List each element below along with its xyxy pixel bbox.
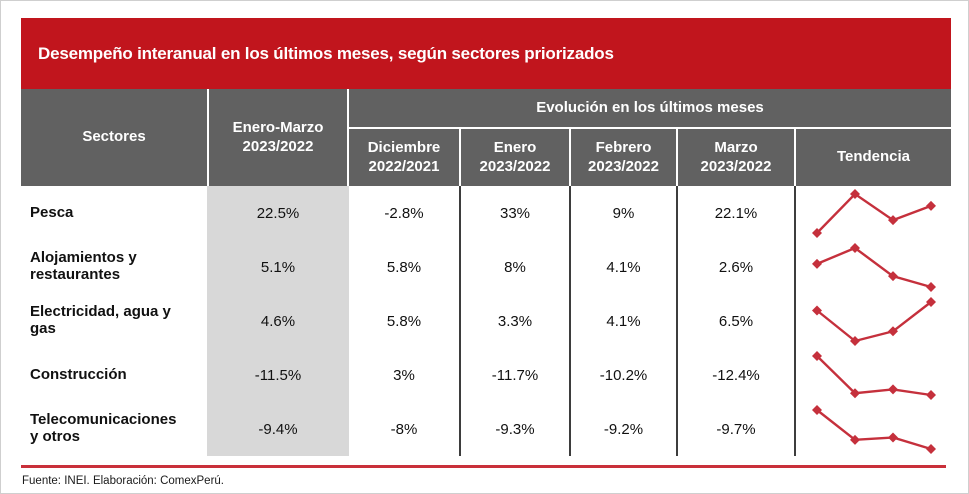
trend-sparkline-chart (794, 348, 951, 402)
sector-name: Telecomunicaciones y otros (30, 411, 177, 445)
column-header-febrero-line1: Febrero (595, 138, 652, 156)
column-header-enero: Enero 2023/2022 (459, 129, 569, 186)
enero-value-cell: 8% (459, 240, 569, 294)
marzo-value-cell: 22.1% (676, 186, 794, 240)
enero-marzo-value-cell: -9.4% (207, 402, 349, 456)
diciembre-value-cell: 5.8% (386, 312, 422, 330)
enero-marzo-value-cell: 5.1% (207, 240, 349, 294)
column-header-tendencia: Tendencia (794, 129, 951, 186)
marzo-value-cell: 2.6% (676, 240, 794, 294)
febrero-value-cell: 4.1% (569, 294, 676, 348)
febrero-value-cell: -9.2% (569, 402, 676, 456)
marzo-value-cell: -9.7% (676, 402, 794, 456)
footer-divider-line (21, 465, 946, 468)
column-header-enero-marzo: Enero-Marzo 2023/2022 (207, 89, 349, 186)
sector-name-cell: Pesca (21, 186, 207, 240)
trend-sparkline-chart (794, 294, 951, 348)
source-note: Fuente: INEI. Elaboración: ComexPerú. (22, 475, 224, 487)
column-header-marzo-line2: 2023/2022 (700, 157, 772, 175)
table-title-bar: Desempeño interanual en los últimos mese… (21, 18, 951, 89)
enero-marzo-value-cell: 22.5% (207, 186, 349, 240)
column-header-marzo: Marzo 2023/2022 (676, 129, 794, 186)
enero-value-cell: -9.3% (459, 402, 569, 456)
column-header-enero-line1: Enero (493, 138, 537, 156)
column-header-diciembre-line1: Diciembre (367, 138, 441, 156)
table-row: Telecomunicaciones y otros -9.4% -8% -9.… (21, 402, 951, 456)
column-header-marzo-line1: Marzo (714, 138, 758, 156)
sector-name-cell: Construcción (21, 348, 207, 402)
table-row: Electricidad, agua y gas 4.6% 5.8% 3.3% … (21, 294, 951, 348)
column-header-enero-marzo-line2: 2023/2022 (242, 137, 314, 155)
trend-sparkline-chart (794, 240, 951, 294)
column-header-diciembre-line2: 2022/2021 (368, 157, 440, 175)
table-row: Alojamientos y restaurantes 5.1% 5.8% 8%… (21, 240, 951, 294)
sector-name: Alojamientos y restaurantes (30, 249, 137, 283)
sector-name-cell: Alojamientos y restaurantes (21, 240, 207, 294)
sector-name: Pesca (30, 203, 74, 221)
group-header-evolucion: Evolución en los últimos meses (349, 89, 951, 129)
table-body: Pesca 22.5% -2.8% 33% 9% 22.1% Alojamien… (21, 186, 951, 456)
marzo-value-cell: -12.4% (676, 348, 794, 402)
table-header: Sectores Enero-Marzo 2023/2022 Evolución… (21, 89, 951, 186)
sector-name: Construcción (30, 365, 127, 383)
column-header-enero-line2: 2023/2022 (479, 157, 551, 175)
enero-value-cell: 3.3% (459, 294, 569, 348)
sector-name-cell: Telecomunicaciones y otros (21, 402, 207, 456)
page-title: Desempeño interanual en los últimos mese… (38, 43, 614, 63)
diciembre-value-cell: 5.8% (386, 258, 422, 276)
diciembre-value-cell: -2.8% (384, 204, 424, 222)
diciembre-value-cell: 3% (393, 366, 415, 384)
diciembre-value-cell: -8% (390, 420, 418, 438)
marzo-value-cell: 6.5% (676, 294, 794, 348)
column-header-enero-marzo-line1: Enero-Marzo (232, 118, 324, 136)
febrero-value-cell: 9% (569, 186, 676, 240)
table-row: Construcción -11.5% 3% -11.7% -10.2% -12… (21, 348, 951, 402)
febrero-value-cell: -10.2% (569, 348, 676, 402)
enero-marzo-value-cell: -11.5% (207, 348, 349, 402)
febrero-value-cell: 4.1% (569, 240, 676, 294)
column-header-febrero-line2: 2023/2022 (588, 157, 659, 175)
sector-name: Electricidad, agua y gas (30, 303, 171, 337)
trend-sparkline-chart (794, 186, 951, 240)
sector-name-cell: Electricidad, agua y gas (21, 294, 207, 348)
column-header-sectores: Sectores (82, 128, 146, 146)
enero-marzo-value-cell: 4.6% (207, 294, 349, 348)
column-header-diciembre: Diciembre 2022/2021 (349, 129, 459, 186)
column-header-febrero: Febrero 2023/2022 (569, 129, 676, 186)
enero-value-cell: -11.7% (459, 348, 569, 402)
enero-value-cell: 33% (459, 186, 569, 240)
trend-sparkline-chart (794, 402, 951, 456)
table-row: Pesca 22.5% -2.8% 33% 9% 22.1% (21, 186, 951, 240)
